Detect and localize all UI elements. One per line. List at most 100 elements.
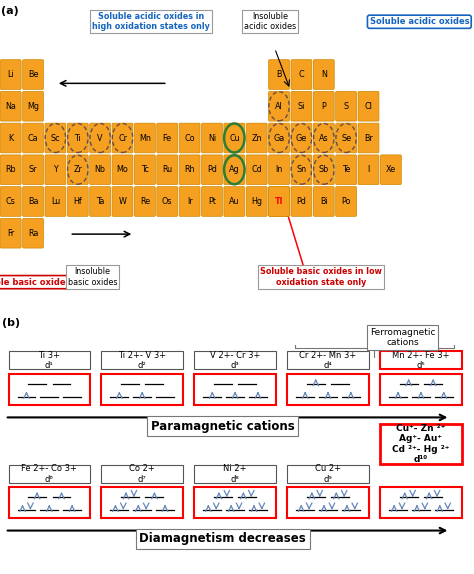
FancyBboxPatch shape (313, 91, 334, 121)
Text: Tc: Tc (141, 165, 149, 174)
FancyBboxPatch shape (291, 91, 312, 121)
FancyBboxPatch shape (313, 187, 334, 216)
FancyBboxPatch shape (23, 91, 44, 121)
Bar (194, 374, 276, 405)
Text: Tl: Tl (275, 197, 283, 206)
Bar (101, 487, 183, 518)
FancyBboxPatch shape (381, 155, 401, 185)
Text: Mn: Mn (139, 134, 151, 142)
Text: Pt: Pt (208, 197, 216, 206)
Text: Soluble basic oxides in low
oxidation state only: Soluble basic oxides in low oxidation st… (260, 267, 382, 286)
FancyBboxPatch shape (0, 218, 21, 248)
Text: Hg: Hg (251, 197, 262, 206)
Text: Cs: Cs (6, 197, 16, 206)
FancyBboxPatch shape (67, 155, 88, 185)
FancyBboxPatch shape (157, 187, 178, 216)
Text: Pd: Pd (207, 165, 217, 174)
Text: (b): (b) (2, 319, 20, 328)
Text: V: V (97, 134, 103, 142)
Text: Xe: Xe (386, 165, 396, 174)
Text: Te: Te (342, 165, 350, 174)
FancyBboxPatch shape (291, 155, 312, 185)
Text: Be: Be (28, 70, 38, 79)
FancyBboxPatch shape (336, 155, 356, 185)
Bar (101, 374, 183, 405)
Text: (a): (a) (1, 6, 19, 16)
Bar (287, 351, 369, 370)
FancyBboxPatch shape (291, 187, 312, 216)
FancyBboxPatch shape (291, 123, 312, 153)
Text: Mn 2+- Fe 3+
d⁵: Mn 2+- Fe 3+ d⁵ (392, 351, 450, 370)
Bar (101, 351, 183, 370)
Text: Co 2+
d⁷: Co 2+ d⁷ (129, 464, 155, 484)
Text: Ti: Ti (74, 134, 81, 142)
Text: Pd: Pd (296, 197, 306, 206)
FancyBboxPatch shape (90, 123, 110, 153)
Text: Na: Na (5, 102, 16, 111)
FancyBboxPatch shape (358, 155, 379, 185)
FancyBboxPatch shape (112, 187, 133, 216)
Text: Cr 2+- Mn 3+
d⁴: Cr 2+- Mn 3+ d⁴ (300, 351, 356, 370)
FancyBboxPatch shape (0, 123, 21, 153)
Text: Li: Li (8, 70, 14, 79)
Text: Mg: Mg (27, 102, 39, 111)
Text: Re: Re (140, 197, 150, 206)
FancyBboxPatch shape (336, 187, 356, 216)
Text: Ir: Ir (187, 197, 192, 206)
FancyBboxPatch shape (336, 91, 356, 121)
Text: Ca: Ca (28, 134, 38, 142)
Text: Sr: Sr (29, 165, 37, 174)
Bar (194, 465, 276, 483)
FancyBboxPatch shape (224, 187, 245, 216)
FancyBboxPatch shape (112, 123, 133, 153)
Text: Tl: Tl (275, 197, 283, 206)
FancyBboxPatch shape (269, 60, 290, 90)
Text: Sn: Sn (296, 165, 307, 174)
FancyBboxPatch shape (336, 123, 356, 153)
FancyBboxPatch shape (313, 60, 334, 90)
FancyBboxPatch shape (157, 123, 178, 153)
Text: Cl: Cl (365, 102, 373, 111)
Text: Ta: Ta (96, 197, 104, 206)
FancyBboxPatch shape (23, 123, 44, 153)
FancyBboxPatch shape (90, 187, 110, 216)
Text: Cu 2+
d⁹: Cu 2+ d⁹ (315, 464, 341, 484)
Text: Ni: Ni (208, 134, 216, 142)
Text: Ge: Ge (296, 134, 307, 142)
Bar (194, 487, 276, 518)
Text: Br: Br (364, 134, 373, 142)
FancyBboxPatch shape (201, 155, 222, 185)
Bar (380, 487, 462, 518)
Text: W: W (118, 197, 127, 206)
Bar (287, 465, 369, 483)
Text: Rh: Rh (184, 165, 195, 174)
Text: Cr: Cr (118, 134, 127, 142)
FancyBboxPatch shape (45, 155, 66, 185)
Bar (101, 465, 183, 483)
Text: Ra: Ra (28, 228, 38, 238)
FancyBboxPatch shape (224, 123, 245, 153)
Text: Ni 2+
d⁸: Ni 2+ d⁸ (223, 464, 247, 484)
FancyBboxPatch shape (313, 155, 334, 185)
Text: Rb: Rb (5, 165, 16, 174)
Text: Zr: Zr (73, 165, 82, 174)
FancyBboxPatch shape (0, 155, 21, 185)
Text: Zn: Zn (251, 134, 262, 142)
FancyBboxPatch shape (179, 187, 200, 216)
Text: P: P (321, 102, 326, 111)
Text: Ba: Ba (28, 197, 38, 206)
Text: Ga: Ga (273, 134, 285, 142)
FancyBboxPatch shape (157, 155, 178, 185)
Text: Cd: Cd (251, 165, 262, 174)
Text: Mo: Mo (117, 165, 128, 174)
FancyBboxPatch shape (269, 155, 290, 185)
Text: B: B (276, 70, 282, 79)
Text: Nb: Nb (95, 165, 106, 174)
Text: Ag: Ag (229, 165, 240, 174)
Text: Os: Os (162, 197, 173, 206)
Bar (9, 487, 90, 518)
Text: Hf: Hf (73, 197, 82, 206)
Bar (9, 465, 90, 483)
FancyBboxPatch shape (23, 60, 44, 90)
FancyBboxPatch shape (358, 123, 379, 153)
